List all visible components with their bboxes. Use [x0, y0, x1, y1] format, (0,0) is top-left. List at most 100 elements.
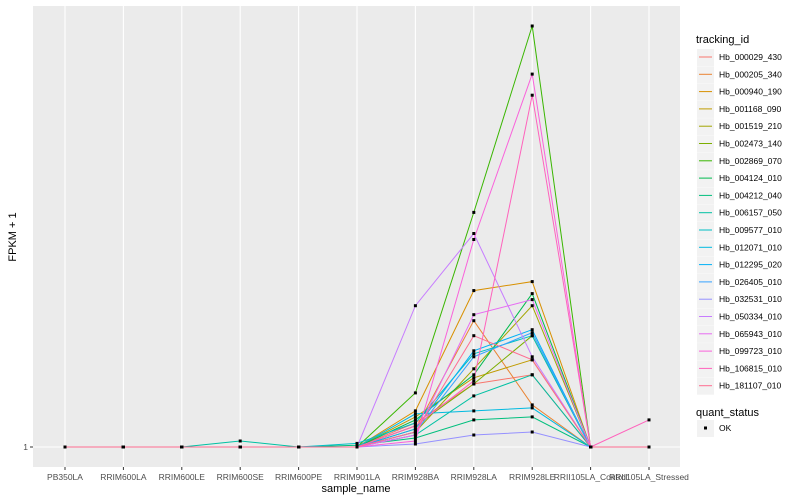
data-point	[413, 415, 417, 419]
legend-label: Hb_012295_020	[719, 260, 782, 270]
data-point	[530, 334, 534, 338]
data-point	[413, 439, 417, 443]
y-axis-title: FPKM + 1	[7, 212, 19, 261]
legend: tracking_id Hb_000029_430 Hb_000205_340 Hb…	[696, 34, 782, 395]
data-point	[530, 358, 534, 362]
grid-lines	[33, 6, 680, 467]
data-point	[472, 319, 476, 323]
x-tick-label: RRIM928BA	[392, 472, 440, 482]
data-point	[530, 304, 534, 308]
data-point	[413, 304, 417, 308]
legend-label: Hb_002473_140	[719, 139, 782, 149]
shape-legend-label: OK	[719, 423, 732, 433]
shape-legend-title: quant_status	[696, 407, 759, 419]
x-tick-label: RRIM928LA	[451, 472, 498, 482]
data-point	[530, 406, 534, 410]
x-tick-label: RRIM600LA	[100, 472, 147, 482]
data-point	[413, 433, 417, 437]
x-tick-label: RRIM600SE	[217, 472, 265, 482]
data-point	[413, 391, 417, 395]
x-axis: PB350LA RRIM600LA RRIM600LE RRIM600SE RRIM60…	[47, 467, 689, 482]
data-point	[530, 415, 534, 419]
data-point	[63, 445, 67, 449]
data-point	[355, 443, 359, 447]
data-point	[413, 409, 417, 413]
x-tick-label: RRIM928LE	[509, 472, 556, 482]
legend-label: Hb_099723_010	[719, 346, 782, 356]
legend-label: Hb_002869_070	[719, 156, 782, 166]
legend-label: Hb_006157_050	[719, 208, 782, 218]
legend-label: Hb_050334_010	[719, 312, 782, 322]
data-point	[472, 232, 476, 235]
data-point	[472, 238, 476, 241]
data-point	[413, 424, 417, 428]
data-point	[121, 445, 125, 449]
x-tick-label: PB350LA	[47, 472, 83, 482]
data-point	[530, 403, 534, 407]
data-point	[472, 379, 476, 383]
data-point	[472, 352, 476, 356]
y-tick-label: 1	[23, 442, 28, 452]
data-point	[472, 376, 476, 380]
x-tick-label: RRIM600PE	[275, 472, 323, 482]
legend-label: Hb_065943_010	[719, 329, 782, 339]
legend-label: Hb_000029_430	[719, 52, 782, 62]
legend-label: Hb_000940_190	[719, 87, 782, 97]
legend-label: Hb_009577_010	[719, 225, 782, 235]
legend-label: Hb_004212_040	[719, 190, 782, 200]
data-point	[413, 427, 417, 431]
legend-label: Hb_004124_010	[719, 173, 782, 183]
data-point	[472, 409, 476, 413]
legend-label: Hb_000205_340	[719, 69, 782, 79]
data-point	[472, 355, 476, 359]
data-point	[413, 418, 417, 422]
legend-label: Hb_181107_010	[719, 381, 782, 391]
data-point	[413, 442, 417, 446]
data-point	[472, 418, 476, 422]
data-point	[472, 373, 476, 377]
points-layer	[63, 24, 651, 449]
data-point	[530, 328, 534, 332]
data-point	[589, 445, 593, 449]
data-point	[530, 280, 534, 284]
data-point	[530, 72, 534, 76]
data-point	[297, 445, 301, 449]
data-point	[647, 445, 651, 449]
data-point	[472, 210, 476, 214]
data-point	[355, 441, 359, 445]
data-point	[413, 412, 417, 416]
data-point	[647, 418, 651, 422]
data-point	[530, 373, 534, 377]
legend-label: Hb_106815_010	[719, 363, 782, 373]
data-point	[238, 445, 242, 449]
x-axis-title: sample_name	[321, 483, 390, 495]
data-point	[472, 394, 476, 398]
data-point	[472, 313, 476, 317]
legend-label: Hb_001168_090	[719, 104, 782, 114]
data-point	[180, 445, 184, 449]
data-point	[472, 382, 476, 386]
data-point	[530, 292, 534, 296]
data-point	[530, 93, 534, 97]
x-tick-label: RRIM600LE	[159, 472, 206, 482]
data-point	[413, 421, 417, 425]
data-point	[530, 355, 534, 359]
data-point	[472, 349, 476, 353]
legend-label: Hb_012071_010	[719, 242, 782, 252]
legend-label: Hb_032531_010	[719, 294, 782, 304]
data-point	[530, 24, 534, 28]
data-point	[472, 334, 476, 338]
legend-label: Hb_001519_210	[719, 121, 782, 131]
data-point	[530, 430, 534, 434]
data-point	[413, 430, 417, 434]
legend-label: Hb_026405_010	[719, 277, 782, 287]
x-tick-label: RRII105LA_Control	[554, 472, 628, 482]
data-point	[413, 436, 417, 440]
data-point	[238, 439, 242, 443]
x-tick-label: RRII105LA_Stressed	[609, 472, 689, 482]
shape-legend: quant_status OK	[696, 407, 759, 437]
shape-legend-marker	[704, 426, 707, 430]
data-point	[472, 367, 476, 371]
legend-title: tracking_id	[696, 34, 749, 46]
